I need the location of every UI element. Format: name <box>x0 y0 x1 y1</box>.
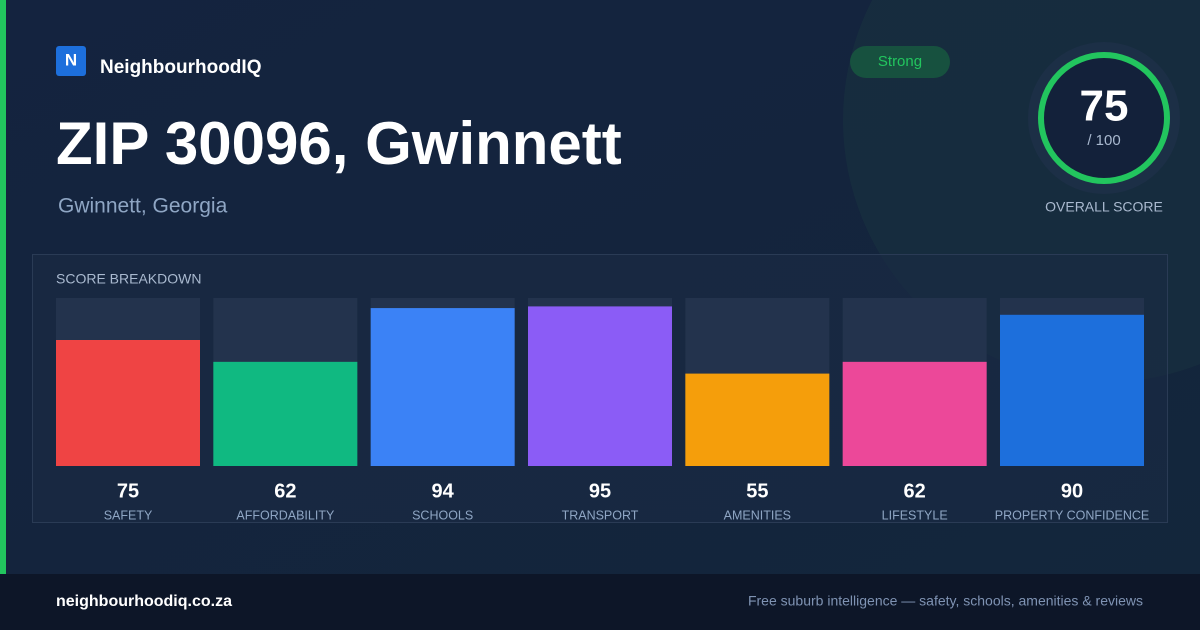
value-label: 90 <box>1061 480 1083 502</box>
category-label: SCHOOLS <box>412 508 473 522</box>
bars: 75 SAFETY 62 AFFORDABILITY 94 SCHOOLS 95 TRANSP… <box>56 298 1149 522</box>
value-label: 94 <box>432 480 455 502</box>
bar <box>213 361 358 466</box>
logo-letter: N <box>65 50 77 69</box>
value-label: 62 <box>904 480 926 502</box>
score-ring <box>1038 52 1170 184</box>
overall-max: / 100 <box>1087 132 1120 149</box>
value-label: 75 <box>117 480 139 502</box>
bar <box>370 308 515 466</box>
page-title: ZIP 30096, Gwinnett <box>56 110 622 177</box>
brand-name: NeighbourhoodIQ <box>100 57 261 78</box>
badge <box>850 46 950 78</box>
bar <box>528 306 672 466</box>
bar <box>842 361 987 466</box>
subtitle: Gwinnett, Georgia <box>58 195 228 218</box>
value-label: 95 <box>589 480 611 502</box>
category-label: LIFESTYLE <box>882 508 948 522</box>
category-label: AMENITIES <box>724 508 791 522</box>
accent-stripe <box>0 0 6 574</box>
overall-score: 75 <box>1080 82 1129 131</box>
overall-label: OVERALL SCORE <box>1045 199 1163 215</box>
bar <box>685 373 830 466</box>
category-label: AFFORDABILITY <box>236 508 335 522</box>
value-label: 62 <box>274 480 296 502</box>
category-label: TRANSPORT <box>562 508 639 522</box>
footer-tagline: Free suburb intelligence — safety, schoo… <box>748 593 1143 609</box>
badge-text: Strong <box>878 53 922 70</box>
category-label: SAFETY <box>104 508 153 522</box>
footer-site: neighbourhoodiq.co.za <box>56 593 232 610</box>
footer <box>0 574 1200 630</box>
bar <box>56 340 200 466</box>
category-label: PROPERTY CONFIDENCE <box>995 508 1149 522</box>
value-label: 55 <box>746 480 768 502</box>
logo <box>56 46 86 76</box>
chart-title: SCORE BREAKDOWN <box>56 271 201 287</box>
bar <box>1000 314 1144 466</box>
